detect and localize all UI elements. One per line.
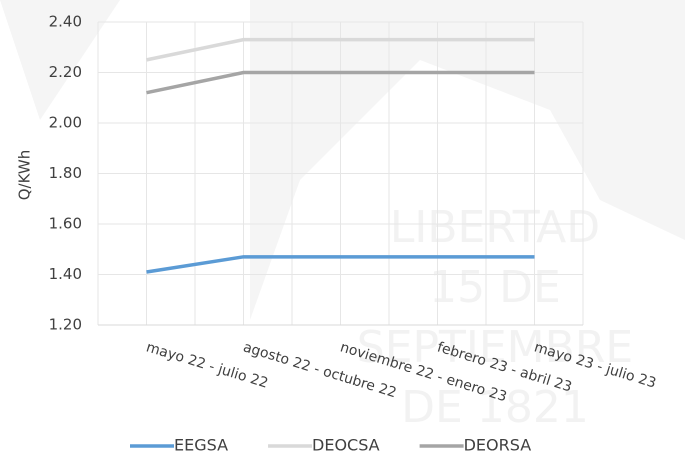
y-tick-label: 1.80 [49, 164, 82, 182]
legend-label: DEORSA [464, 436, 532, 455]
y-tick-label: 2.00 [49, 114, 82, 132]
y-axis-title: Q/KWh [16, 150, 34, 201]
watermark-text: LIBERTAD [390, 202, 600, 253]
legend-label: DEOCSA [312, 436, 380, 455]
y-tick-label: 2.20 [49, 63, 82, 81]
y-tick-label: 1.40 [49, 265, 82, 283]
y-tick-label: 1.60 [49, 215, 82, 233]
y-tick-label: 1.20 [49, 316, 82, 334]
legend-label: EEGSA [174, 436, 228, 455]
watermark-text: 15 DE [429, 262, 561, 313]
background-shape [0, 0, 685, 320]
chart: Q/KWh LIBERTAD15 DESEPTIEMBREDE 18211.20… [0, 0, 685, 456]
y-tick-label: 2.40 [49, 13, 82, 31]
